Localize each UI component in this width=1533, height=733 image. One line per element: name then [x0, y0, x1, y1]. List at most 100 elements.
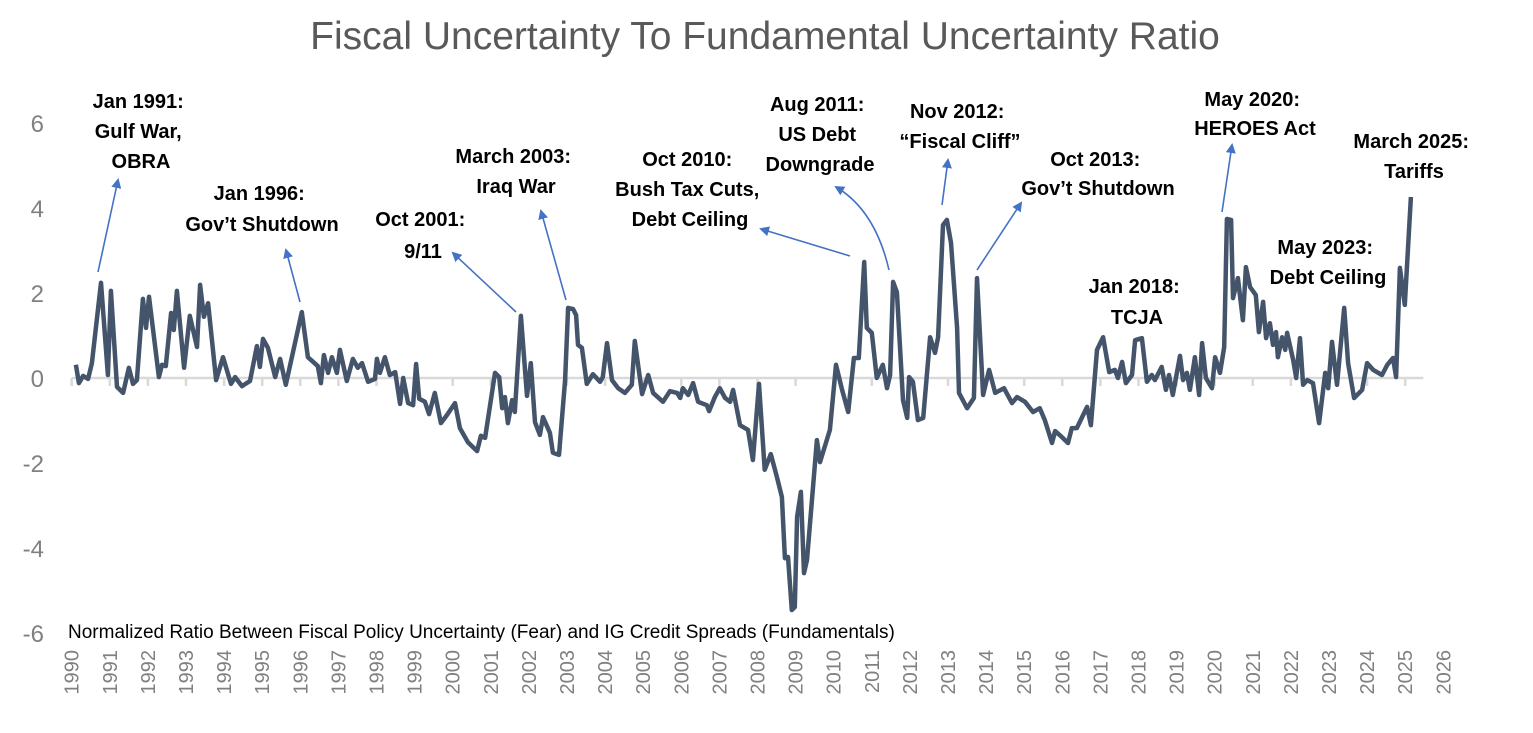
annotation-line: Debt Ceiling: [632, 209, 749, 231]
x-tick-label: 2011: [862, 650, 884, 693]
annotation-line: Gulf War,: [95, 121, 182, 143]
x-tick-label: 2017: [1090, 650, 1112, 695]
annotation-2012: Nov 2012: “Fiscal Cliff”: [899, 101, 1020, 153]
y-axis: 6 4 2 0 -2 -4 -6: [23, 111, 44, 648]
arrow-2001: [451, 251, 517, 313]
x-tick-label: 2008: [748, 650, 770, 695]
arrow-1996: [283, 248, 301, 303]
x-tick-label: 2023: [1319, 650, 1341, 695]
annotation-line: May 2020:: [1204, 89, 1300, 111]
x-tick-label: 2010: [824, 650, 846, 695]
annotation-line: Downgrade: [766, 154, 875, 176]
annotation-line: HEROES Act: [1194, 118, 1316, 140]
x-tick-label: 2021: [1243, 650, 1265, 695]
annotation-line: US Debt: [778, 124, 856, 146]
arrow-2003: [538, 209, 567, 301]
annotation-2018: Jan 2018: TCJA: [1089, 276, 1186, 329]
x-tick-label: 2026: [1433, 650, 1455, 695]
chart-subtitle: Normalized Ratio Between Fiscal Policy U…: [68, 622, 895, 643]
annotation-1991: Jan 1991: Gulf War, OBRA: [93, 91, 190, 173]
x-tick-label: 2018: [1129, 650, 1151, 695]
annotation-line: Jan 2018:: [1089, 276, 1180, 298]
x-tick-label: 1993: [176, 650, 198, 695]
x-tick-label: 1990: [62, 650, 84, 695]
y-tick-label: 2: [31, 281, 44, 308]
x-tick-label: 2025: [1395, 650, 1417, 695]
x-tick-label: 2004: [595, 650, 617, 695]
annotation-line: Debt Ceiling: [1270, 267, 1387, 289]
data-points: [75, 196, 1412, 611]
x-tick-label: 2016: [1052, 650, 1074, 695]
x-tick-label: 1999: [405, 650, 427, 695]
y-tick-label: 6: [31, 111, 44, 138]
x-tick-label: 2005: [633, 650, 655, 695]
annotation-line: Aug 2011:: [770, 94, 864, 116]
arrow-2011: [834, 185, 890, 271]
annotation-line: OBRA: [112, 151, 171, 173]
annotation-line: 9/11: [404, 241, 442, 263]
annotation-line: TCJA: [1111, 307, 1163, 329]
annotation-line: Tariffs: [1384, 161, 1444, 183]
x-tick-label: 2002: [519, 650, 541, 695]
x-tick-label: 2022: [1281, 650, 1303, 695]
x-tick-label: 2013: [938, 650, 960, 695]
x-tick-label: 2019: [1167, 650, 1189, 695]
arrow-1991: [97, 178, 122, 273]
y-tick-label: -6: [23, 621, 44, 648]
arrow-2020: [1221, 143, 1236, 213]
annotation-line: Iraq War: [476, 176, 555, 198]
annotation-2001: Oct 2001: 9/11: [375, 209, 471, 263]
x-tick-label: 2024: [1357, 650, 1379, 695]
annotations: Jan 1991: Gulf War, OBRA Jan 1996: Gov’t…: [93, 89, 1474, 329]
annotation-line: Jan 1996:: [214, 183, 305, 205]
y-tick-label: 0: [31, 366, 44, 393]
y-tick-label: -2: [23, 451, 44, 478]
y-tick-label: -4: [23, 536, 44, 563]
x-tick-label: 1995: [252, 650, 274, 695]
annotation-line: Oct 2010:: [642, 149, 732, 171]
annotation-line: May 2023:: [1277, 237, 1373, 259]
annotation-2003: March 2003: Iraq War: [455, 146, 576, 198]
x-tick-label: 1991: [100, 650, 122, 695]
x-tick-label: 2000: [443, 650, 465, 695]
x-tick-label: 2007: [709, 650, 731, 695]
annotation-2023: May 2023: Debt Ceiling: [1270, 237, 1387, 289]
annotation-2010: Oct 2010: Bush Tax Cuts, Debt Ceiling: [615, 149, 765, 231]
annotation-line: Oct 2013:: [1050, 149, 1140, 171]
arrow-2010: [759, 226, 851, 257]
annotation-line: Oct 2001:: [375, 209, 465, 231]
x-tick-label: 1994: [214, 650, 236, 695]
annotation-line: March 2003:: [455, 146, 571, 168]
annotation-2011: Aug 2011: US Debt Downgrade: [766, 94, 875, 176]
annotation-2020: May 2020: HEROES Act: [1194, 89, 1316, 140]
arrow-2013: [976, 201, 1023, 271]
annotation-line: Gov’t Shutdown: [1021, 178, 1174, 200]
x-tick-label: 1996: [290, 650, 312, 695]
x-tick-label: 2020: [1205, 650, 1227, 695]
annotation-line: “Fiscal Cliff”: [899, 131, 1020, 153]
x-tick-label: 2009: [786, 650, 808, 695]
y-tick-label: 4: [31, 196, 44, 223]
x-tick-label: 2012: [900, 650, 922, 695]
annotation-line: Gov’t Shutdown: [185, 214, 338, 236]
annotation-2025: March 2025: Tariffs: [1353, 131, 1474, 183]
x-tick-label: 2006: [671, 650, 693, 695]
annotation-1996: Jan 1996: Gov’t Shutdown: [185, 183, 338, 236]
annotation-2013: Oct 2013: Gov’t Shutdown: [1021, 149, 1174, 200]
chart-title: Fiscal Uncertainty To Fundamental Uncert…: [310, 15, 1220, 58]
x-tick-label: 2001: [481, 650, 503, 695]
x-axis: 1990 1991 1992 1993 1994 1995 1996 1997 1998 1999…: [62, 650, 1456, 695]
x-tick-label: 1992: [138, 650, 160, 695]
annotation-line: Nov 2012:: [910, 101, 1005, 123]
annotation-line: Jan 1991:: [93, 91, 184, 113]
x-tick-label: 1997: [328, 650, 350, 695]
x-tick-label: 2014: [976, 650, 998, 695]
annotation-line: Bush Tax Cuts,: [615, 179, 759, 201]
annotation-line: March 2025:: [1353, 131, 1469, 153]
x-tick-label: 2015: [1014, 650, 1036, 695]
x-tick-label: 1998: [367, 650, 389, 695]
arrow-2012: [941, 158, 952, 206]
x-tick-label: 2003: [557, 650, 579, 695]
series-line: [73, 196, 1414, 613]
